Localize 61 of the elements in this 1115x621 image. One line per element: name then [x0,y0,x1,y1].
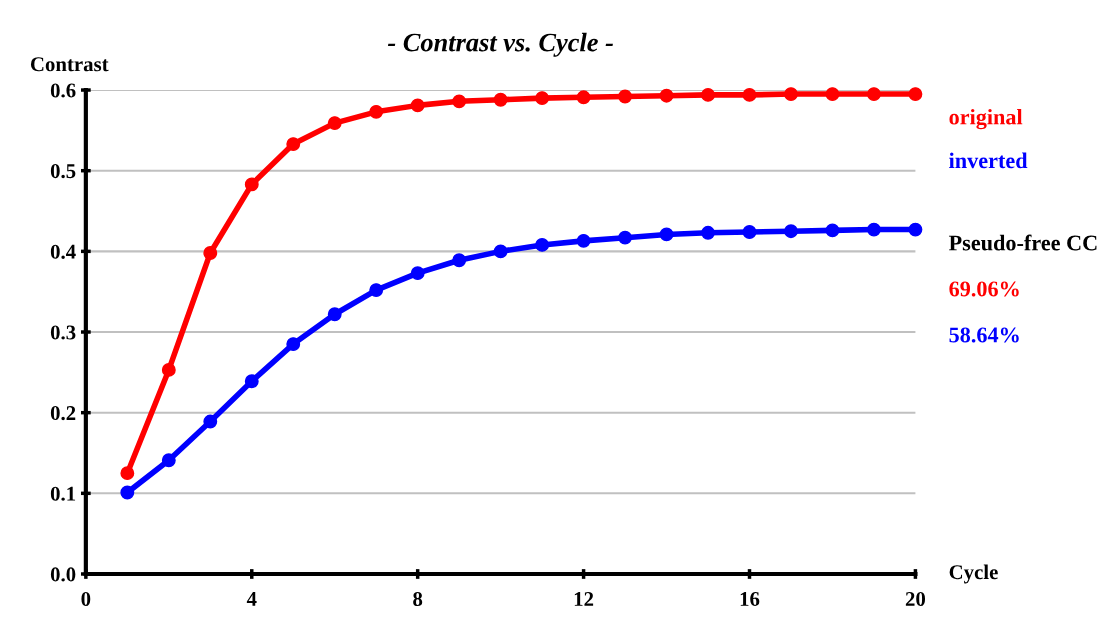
y-tick-label: 0.0 [50,567,76,582]
point [327,116,342,131]
point [701,225,715,240]
point [825,87,840,102]
point [908,87,923,102]
point [742,225,757,239]
text: 69.06% [949,281,1019,297]
point [244,177,259,192]
x-tick-label: 8 [413,591,423,607]
point [369,104,384,119]
point [701,87,715,102]
point [742,87,757,102]
point [244,374,259,389]
y-tick-label: 0.3 [50,325,76,340]
x-tick-label: 16 [740,592,760,607]
point [493,244,508,259]
series-label: original [949,108,1023,130]
point [161,362,176,377]
text: 58.64% [949,327,1019,343]
point [327,307,342,322]
point [452,94,467,109]
point [784,87,798,102]
point [576,90,591,105]
point [866,222,881,237]
point [203,246,218,260]
y-tick-label: 0.6 [50,83,76,98]
point [120,485,135,500]
point [410,98,425,113]
x-tick-label: 0 [81,591,91,607]
y-tick-label: 0.1 [50,486,76,501]
point [535,237,550,252]
text: inverted [949,152,1028,169]
point [493,92,508,107]
point [286,337,301,352]
x-tick-label: 4 [246,592,257,606]
text: Pseudo-free CC [948,234,1097,251]
x-tick-label: 12 [574,592,594,606]
y-tick-label: 0.4 [50,244,76,259]
point [161,453,176,468]
point [825,223,840,238]
point [120,466,135,481]
point [866,87,881,102]
y-tick-label: 0.2 [50,406,76,421]
y-axis-title: Contrast [30,57,109,72]
point [659,88,674,103]
point [369,283,384,298]
point [535,91,550,106]
point [203,414,218,429]
y-tick-label: 0.5 [50,164,76,179]
x-axis-title: Cycle [949,564,998,584]
point [659,227,674,242]
point [784,224,798,239]
x-tick-label: 20 [905,591,926,607]
point [618,89,633,104]
point [410,266,425,281]
point [908,222,923,237]
point [618,230,633,245]
chart-title: - Contrast vs. Cycle - [387,32,613,57]
point [452,253,467,268]
point [576,233,591,248]
point [286,137,301,152]
